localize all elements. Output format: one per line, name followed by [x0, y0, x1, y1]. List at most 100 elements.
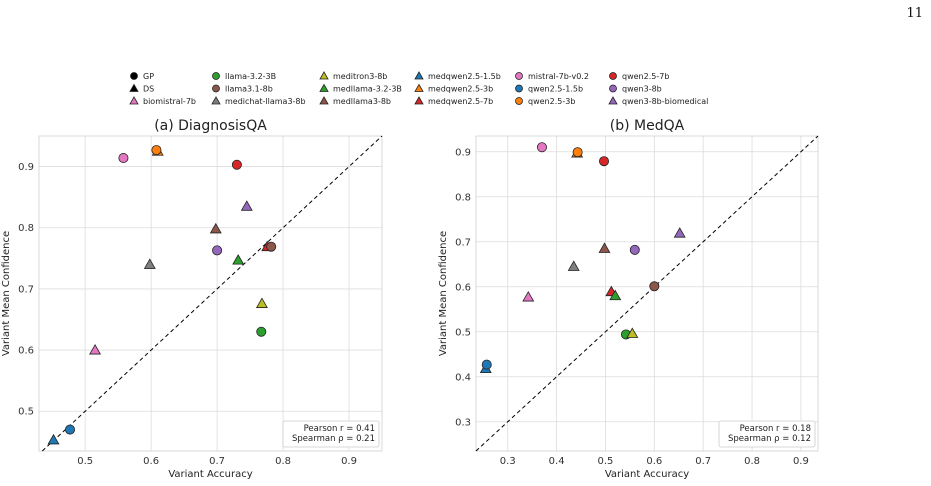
legend-marker-qwen3-8b — [609, 84, 617, 93]
x-tick-label: 0.9 — [793, 456, 809, 467]
panel-medqa: 0.3 0.4 0.5 0.6 0.7 0.8 0.9 0.3 0.4 0.5 0.6 0.7 0.8 0… — [438, 118, 819, 480]
point-medqwen2.5-1.5b — [47, 433, 60, 445]
point-biomistral-7b — [89, 343, 102, 355]
legend-label-medllama3-8b: medllama3-8b — [333, 97, 391, 106]
legend-marker-mistral-7b-v0.2 — [515, 72, 523, 80]
x-tick-label: 0.3 — [500, 456, 516, 467]
legend-marker-medllama3-8b — [319, 96, 329, 105]
stats-text: Pearson r = 0.41 — [304, 424, 375, 434]
legend-marker-qwen2.5-1.5b — [515, 84, 523, 93]
y-tick-label: 0.9 — [18, 162, 34, 173]
y-tick-label: 0.5 — [455, 327, 471, 338]
point-biomistral-7b — [522, 291, 535, 302]
legend-marker-meditron3-8b — [319, 71, 329, 80]
legend-marker-GP — [130, 72, 138, 80]
legend-label-llama-3.2-3B: llama-3.2-3B — [225, 72, 276, 81]
point-medllama-3.2-3B — [609, 289, 622, 301]
legend-marker-medqwen2.5-1.5b — [414, 71, 424, 80]
point-medllama3-8b — [209, 222, 222, 234]
legend-label-mistral-7b-v0.2: mistral-7b-v0.2 — [528, 72, 589, 81]
legend-label-medllama-3.2-3B: medllama-3.2-3B — [333, 85, 402, 94]
point-meditron3-8b — [626, 327, 639, 338]
stats-text: Spearman ρ = 0.12 — [728, 434, 811, 444]
x-tick-label: 0.6 — [143, 456, 159, 467]
chart-title: (a) DiagnosisQA — [154, 118, 267, 134]
x-tick-label: 0.9 — [341, 456, 357, 467]
plot-frame — [38, 135, 383, 452]
legend-label-qwen2.5-7b: qwen2.5-7b — [622, 72, 669, 81]
legend-label-medqwen2.5-1.5b: medqwen2.5-1.5b — [428, 72, 501, 81]
legend-label-qwen3-8b-biomedical: qwen3-8b-biomedical — [622, 97, 708, 106]
page-number: 11 — [906, 6, 923, 21]
y-tick-label: 0.7 — [455, 237, 471, 248]
y-tick-label: 0.9 — [455, 147, 471, 158]
x-tick-label: 0.7 — [695, 456, 711, 467]
legend-marker-medqwen2.5-7b — [414, 96, 424, 105]
y-tick-label: 0.6 — [455, 282, 471, 293]
x-tick-label: 0.8 — [744, 456, 760, 467]
legend-marker-medichat-llama3-8b — [211, 96, 221, 105]
point-mistral-7b-v0.2 — [536, 142, 547, 153]
y-tick-label: 0.7 — [18, 284, 34, 295]
stats-box — [282, 420, 380, 448]
legend-label-qwen2.5-1.5b: qwen2.5-1.5b — [528, 85, 583, 94]
legend-marker-medqwen2.5-3b — [414, 83, 424, 92]
point-qwen3-8b-biomedical — [240, 200, 253, 211]
legend: GP DS biomistral-7b llama-3.2-3B llama3.1-8b… — [129, 71, 708, 106]
legend-marker-qwen3-8b-biomedical — [608, 96, 618, 105]
point-qwen2.5-7b — [599, 156, 610, 167]
legend-marker-qwen2.5-3b — [515, 97, 523, 105]
y-axis-label: Variant Mean Confidence — [438, 231, 449, 356]
legend-label-medqwen2.5-3b: medqwen2.5-3b — [428, 85, 493, 94]
stats-text: Pearson r = 0.18 — [740, 424, 811, 434]
legend-label-biomistral-7b: biomistral-7b — [143, 97, 196, 106]
plot-frame — [475, 135, 819, 452]
legend-label-meditron3-8b: meditron3-8b — [333, 72, 387, 81]
stats-text: Spearman ρ = 0.21 — [292, 434, 375, 444]
legend-marker-DS — [129, 83, 139, 92]
legend-label-GP: GP — [143, 72, 154, 81]
x-tick-label: 0.5 — [77, 456, 93, 467]
legend-marker-llama3.1-8b — [212, 84, 220, 93]
legend-label-DS: DS — [143, 85, 154, 94]
point-qwen2.5-3b — [151, 145, 162, 156]
point-llama-3.2-3B — [256, 326, 267, 337]
point-llama3.1-8b — [266, 241, 277, 252]
legend-marker-medllama-3.2-3B — [319, 83, 329, 92]
legend-label-qwen2.5-3b: qwen2.5-3b — [528, 97, 575, 106]
x-tick-label: 0.8 — [275, 456, 291, 467]
point-qwen2.5-1.5b — [481, 359, 492, 370]
y-tick-label: 0.3 — [455, 417, 471, 428]
legend-marker-qwen2.5-7b — [609, 72, 617, 80]
point-qwen2.5-3b — [572, 147, 583, 158]
point-medllama3-8b — [598, 242, 611, 253]
legend-label-qwen3-8b: qwen3-8b — [622, 85, 662, 94]
point-llama3.1-8b — [649, 281, 660, 292]
point-mistral-7b-v0.2 — [118, 153, 129, 164]
legend-label-llama3.1-8b: llama3.1-8b — [225, 85, 273, 94]
panel-diagnosisqa: 0.5 0.6 0.7 0.8 0.9 0.5 0.6 0.7 0.8 0.9 (a) Diagno… — [1, 118, 383, 480]
identity-line — [475, 135, 819, 452]
y-tick-label: 0.8 — [455, 192, 471, 203]
point-meditron3-8b — [255, 297, 268, 308]
legend-label-medqwen2.5-7b: medqwen2.5-7b — [428, 97, 493, 106]
x-axis-label: Variant Accuracy — [168, 469, 252, 480]
x-tick-label: 0.7 — [209, 456, 225, 467]
y-tick-label: 0.4 — [455, 372, 471, 383]
x-axis-label: Variant Accuracy — [605, 469, 689, 480]
legend-marker-biomistral-7b — [129, 96, 139, 105]
point-qwen3-8b — [212, 245, 223, 256]
point-qwen3-8b-biomedical — [673, 227, 686, 238]
x-tick-label: 0.5 — [598, 456, 614, 467]
legend-marker-llama-3.2-3B — [212, 72, 220, 80]
identity-line — [41, 135, 383, 452]
point-qwen2.5-1.5b — [65, 424, 76, 435]
y-tick-label: 0.5 — [18, 407, 34, 418]
y-axis-label: Variant Mean Confidence — [1, 231, 12, 356]
legend-label-medichat-llama3-8b: medichat-llama3-8b — [225, 97, 306, 106]
point-qwen2.5-7b — [231, 159, 242, 170]
y-tick-label: 0.8 — [18, 223, 34, 234]
y-tick-label: 0.6 — [18, 346, 34, 357]
point-medichat-llama3-8b — [567, 260, 580, 271]
